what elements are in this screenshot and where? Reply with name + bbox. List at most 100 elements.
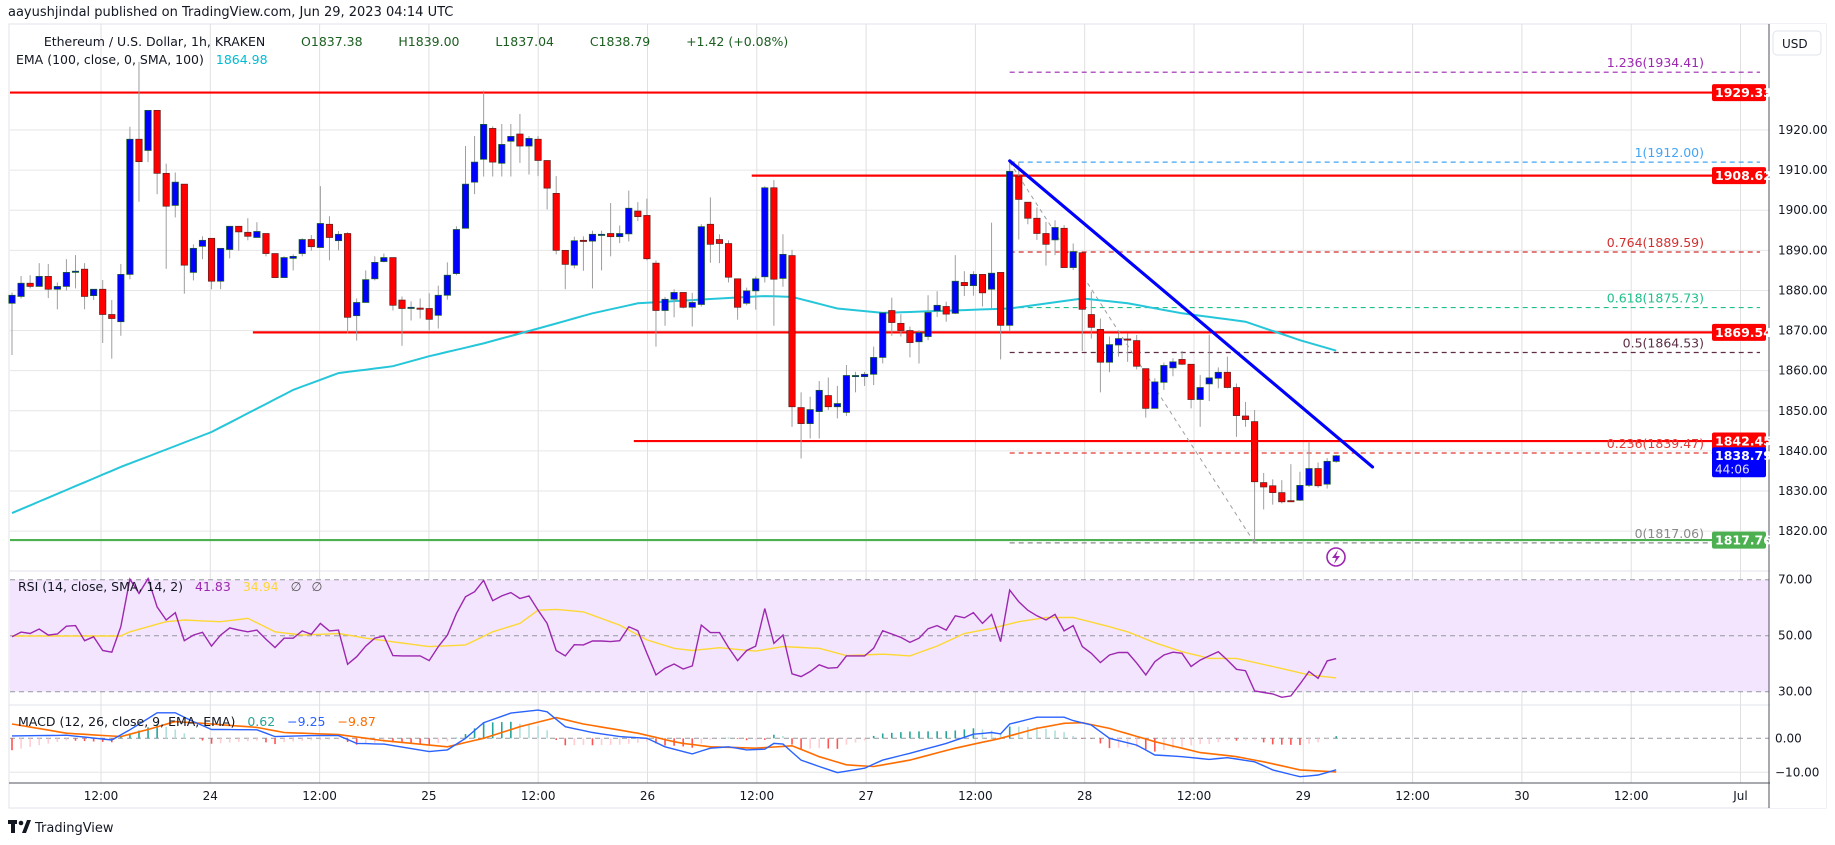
- candle[interactable]: [1087, 291, 1095, 339]
- candle[interactable]: [1151, 378, 1159, 409]
- candle[interactable]: [262, 233, 270, 257]
- candle[interactable]: [842, 365, 850, 416]
- candle[interactable]: [915, 330, 923, 364]
- candle[interactable]: [180, 183, 188, 294]
- candle[interactable]: [1133, 334, 1141, 370]
- candle[interactable]: [26, 275, 34, 289]
- candle[interactable]: [108, 300, 116, 359]
- ema-legend-label[interactable]: EMA (100, close, 0, SMA, 100): [16, 52, 204, 67]
- rsi-legend-label[interactable]: RSI (14, close, SMA, 14, 2): [18, 579, 183, 594]
- candle[interactable]: [407, 301, 415, 321]
- candle[interactable]: [879, 312, 887, 364]
- candle[interactable]: [380, 253, 388, 263]
- candle[interactable]: [416, 298, 424, 319]
- candle[interactable]: [17, 276, 25, 299]
- candle[interactable]: [906, 326, 914, 358]
- candle[interactable]: [144, 109, 152, 163]
- candle[interactable]: [8, 292, 16, 356]
- candle[interactable]: [344, 232, 352, 334]
- macd-legend-label[interactable]: MACD (12, 26, close, 9, EMA, EMA): [18, 714, 235, 729]
- candle[interactable]: [126, 126, 134, 280]
- candle[interactable]: [960, 271, 968, 297]
- candle[interactable]: [897, 314, 905, 337]
- candle[interactable]: [888, 297, 896, 336]
- candle[interactable]: [1178, 351, 1186, 366]
- candle[interactable]: [942, 301, 950, 322]
- candle[interactable]: [280, 256, 288, 278]
- descending-trendline[interactable]: [1008, 159, 1375, 469]
- candle[interactable]: [679, 292, 687, 309]
- candle[interactable]: [1269, 479, 1277, 505]
- candle[interactable]: [851, 371, 860, 393]
- macd-pane[interactable]: [10, 709, 1769, 778]
- candle[interactable]: [1033, 207, 1041, 240]
- fib-trend-line[interactable]: [1009, 161, 1256, 544]
- candle[interactable]: [1278, 480, 1286, 504]
- candle[interactable]: [480, 90, 488, 177]
- candle[interactable]: [870, 346, 878, 386]
- candle[interactable]: [334, 231, 343, 251]
- candle[interactable]: [525, 136, 533, 175]
- candle[interactable]: [253, 222, 261, 238]
- candle[interactable]: [1160, 362, 1168, 390]
- candle[interactable]: [1332, 454, 1340, 463]
- candle[interactable]: [117, 263, 125, 336]
- candle[interactable]: [1078, 252, 1086, 352]
- candle[interactable]: [1196, 375, 1204, 427]
- candle[interactable]: [235, 225, 243, 251]
- candle[interactable]: [1287, 464, 1295, 503]
- candle[interactable]: [471, 136, 479, 195]
- candle[interactable]: [951, 255, 959, 315]
- candle[interactable]: [189, 244, 197, 281]
- candle[interactable]: [634, 202, 642, 222]
- candle[interactable]: [1015, 161, 1023, 240]
- candle[interactable]: [289, 254, 297, 271]
- candle[interactable]: [806, 396, 814, 439]
- candle[interactable]: [1114, 333, 1123, 357]
- candle[interactable]: [35, 263, 43, 287]
- candle[interactable]: [706, 197, 714, 263]
- candle[interactable]: [534, 136, 542, 177]
- candle[interactable]: [933, 291, 941, 317]
- candle[interactable]: [217, 247, 225, 290]
- candle[interactable]: [1323, 458, 1331, 489]
- candle[interactable]: [1024, 201, 1032, 225]
- candle[interactable]: [1314, 462, 1322, 488]
- candle[interactable]: [1251, 409, 1259, 543]
- candle[interactable]: [861, 371, 869, 386]
- candle[interactable]: [498, 123, 506, 177]
- candle[interactable]: [1205, 334, 1213, 402]
- candle[interactable]: [516, 113, 524, 163]
- candle[interactable]: [443, 262, 451, 300]
- candle[interactable]: [561, 249, 569, 290]
- candle[interactable]: [1223, 356, 1231, 389]
- candle[interactable]: [53, 282, 61, 310]
- candle[interactable]: [788, 249, 796, 427]
- candle[interactable]: [362, 270, 370, 303]
- candle[interactable]: [1241, 401, 1250, 427]
- candle[interactable]: [307, 235, 315, 251]
- candle[interactable]: [171, 172, 179, 218]
- candle[interactable]: [969, 271, 977, 296]
- candle[interactable]: [734, 278, 742, 320]
- symbol-title[interactable]: Ethereum / U.S. Dollar, 1h, KRAKEN: [44, 34, 265, 49]
- candle[interactable]: [1124, 333, 1132, 362]
- time-axis[interactable]: 12:00 24 12:00 25 12:00 26 12:00 27 12:00 28 12:00…: [84, 789, 1748, 803]
- candle[interactable]: [1296, 471, 1304, 502]
- candle[interactable]: [1042, 221, 1050, 266]
- candle[interactable]: [81, 263, 89, 310]
- candle[interactable]: [62, 259, 70, 291]
- candle[interactable]: [1105, 336, 1114, 373]
- candle[interactable]: [743, 287, 751, 306]
- candle[interactable]: [153, 109, 161, 195]
- candle[interactable]: [797, 392, 805, 459]
- candle[interactable]: [616, 225, 624, 244]
- candle[interactable]: [1214, 367, 1222, 389]
- candle[interactable]: [226, 225, 234, 259]
- candle[interactable]: [625, 190, 633, 242]
- candle[interactable]: [597, 230, 606, 271]
- candle[interactable]: [44, 263, 52, 299]
- rsi-pane[interactable]: [10, 576, 1769, 699]
- candle[interactable]: [779, 234, 787, 287]
